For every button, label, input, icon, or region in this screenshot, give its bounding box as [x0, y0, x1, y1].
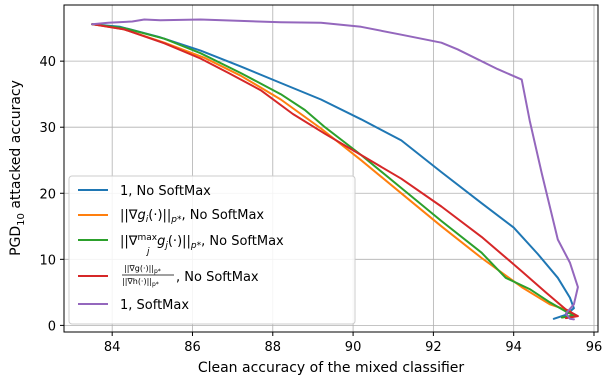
series-line-4	[91, 23, 579, 320]
legend-label-4-num-text: ||∇g(·)||	[124, 264, 154, 273]
legend-label-2-i: i	[146, 215, 149, 225]
x-tick-label: 86	[184, 340, 201, 355]
series-line-5	[91, 18, 579, 321]
x-tick-label: 90	[345, 340, 362, 355]
y-axis: 0 10 20 30 40	[39, 55, 64, 334]
series-line-1	[91, 23, 575, 320]
series-line-3	[91, 23, 575, 319]
x-tick-label: 94	[505, 340, 522, 355]
series-layer	[91, 18, 579, 321]
legend-label-4-den-p: p*	[152, 281, 159, 288]
y-axis-label-subscript: 10	[16, 213, 27, 226]
legend-label-4-den-text: ||∇h(·)||	[122, 277, 152, 286]
y-axis-label: PGD10 attacked accuracy	[8, 80, 27, 256]
y-tick-label: 30	[39, 121, 56, 136]
y-tick-label: 0	[48, 319, 56, 334]
x-axis: 84 86 88 90 92 94 96	[104, 332, 602, 355]
legend-label-3-jsub: j	[163, 241, 168, 251]
x-tick-label: 92	[425, 340, 442, 355]
legend-label-3-j-under: j	[145, 247, 150, 257]
x-tick-label: 96	[586, 340, 603, 355]
legend-label-3-mid: (·)||	[168, 234, 191, 249]
legend-label-4-fraction: ||∇g(·)||p* ||∇h(·)||p*	[122, 264, 174, 288]
y-tick-label: 20	[39, 187, 56, 202]
legend-label-1: 1, No SoftMax	[120, 184, 211, 199]
x-tick-label: 88	[265, 340, 282, 355]
legend-label-2: ||∇gi(·)||p*, No SoftMax	[120, 208, 264, 225]
y-tick-label: 40	[39, 55, 56, 70]
legend-label-2-nabla: ||∇	[120, 208, 138, 223]
legend-label-2-g: g	[137, 208, 145, 223]
plot-frame	[63, 4, 599, 333]
legend-label-4-num: ||∇g(·)||p*	[124, 264, 161, 275]
legend-box	[68, 175, 356, 325]
legend-label-5: 1, SoftMax	[120, 298, 189, 313]
x-tick-label: 84	[104, 340, 121, 355]
legend-label-2-tail: , No SoftMax	[182, 208, 265, 223]
legend-label-3-p: p*	[190, 241, 202, 251]
legend: 1, No SoftMax ||∇gi(·)||p*, No SoftMax |…	[68, 175, 356, 325]
legend-label-3: ||∇maxgj(·)||p*, No SoftMax	[120, 233, 284, 251]
legend-label-3-tail: , No SoftMax	[201, 234, 284, 249]
legend-label-2-p: p*	[170, 215, 182, 225]
legend-label-3-nabla: ||∇	[120, 234, 138, 249]
y-tick-label: 10	[39, 253, 56, 268]
y-axis-label-main: PGD	[8, 226, 24, 256]
legend-label-4-num-p: p*	[154, 268, 161, 275]
legend-label-4-den: ||∇h(·)||p*	[122, 277, 159, 288]
legend-label-3-max: max	[137, 233, 157, 243]
legend-label-4-tail: , No SoftMax	[176, 270, 259, 285]
x-axis-label: Clean accuracy of the mixed classifier	[198, 360, 465, 376]
legend-label-3-g: g	[157, 234, 165, 249]
legend-label-2-mid: (·)||	[148, 208, 171, 223]
y-axis-label-rest: attacked accuracy	[8, 80, 24, 213]
